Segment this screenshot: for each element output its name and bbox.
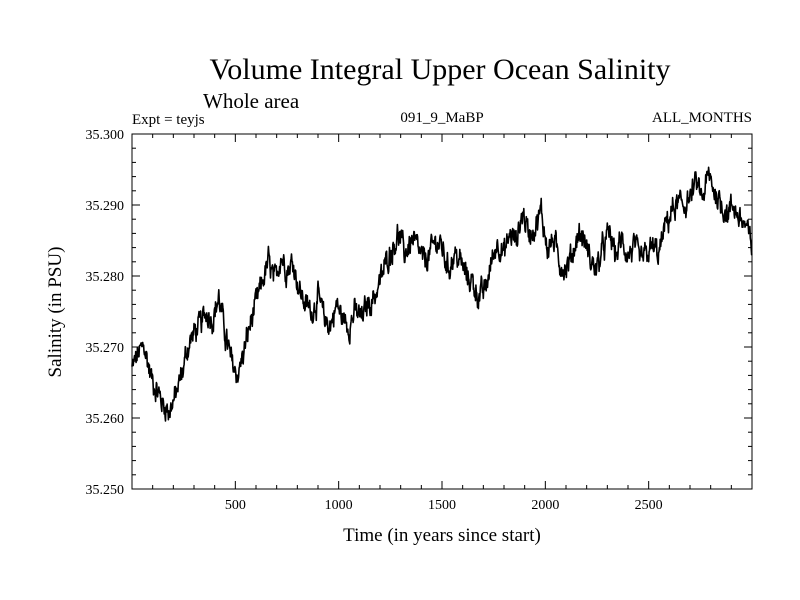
run-label: 091_9_MaBP [400, 110, 483, 126]
y-tick-label: 35.260 [86, 412, 125, 427]
salinity-series-line [131, 166, 753, 422]
y-tick-label: 35.270 [86, 341, 125, 356]
x-tick-label: 1000 [325, 498, 353, 513]
x-tick-label: 500 [225, 498, 246, 513]
y-axis-tick-labels: 35.250 35.260 35.270 35.280 35.290 35.300 [86, 128, 125, 498]
y-tick-label: 35.300 [86, 128, 125, 143]
x-tick-label: 2500 [635, 498, 663, 513]
y-axis-label: Salinity (in PSU) [45, 247, 66, 378]
y-axis-ticks [132, 133, 752, 490]
x-axis-tick-labels: 500 1000 1500 2000 2500 [225, 498, 663, 513]
y-tick-label: 35.290 [86, 199, 125, 214]
x-tick-label: 1500 [428, 498, 456, 513]
y-tick-label: 35.250 [86, 483, 125, 498]
chart-subtitle: Whole area [203, 89, 300, 113]
x-tick-label: 2000 [531, 498, 559, 513]
plot-frame [131, 133, 753, 490]
x-axis-label: Time (in years since start) [343, 525, 541, 546]
chart-title: Volume Integral Upper Ocean Salinity [210, 53, 671, 86]
months-label: ALL_MONTHS [652, 110, 752, 126]
y-tick-label: 35.280 [86, 270, 125, 285]
x-axis-ticks [152, 134, 732, 489]
experiment-label: Expt = teyjs [132, 112, 205, 128]
